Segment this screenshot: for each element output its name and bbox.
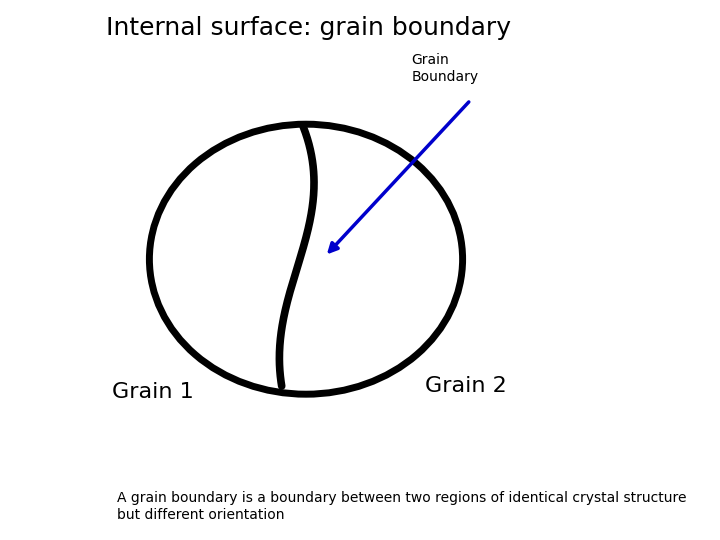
Polygon shape [150, 124, 314, 393]
Text: Internal surface: grain boundary: Internal surface: grain boundary [107, 16, 511, 40]
Text: A grain boundary is a boundary between two regions of identical crystal structur: A grain boundary is a boundary between t… [117, 491, 686, 522]
Text: Grain 2: Grain 2 [425, 376, 507, 396]
Polygon shape [279, 124, 462, 394]
Text: Grain
Boundary: Grain Boundary [411, 53, 478, 84]
Text: Grain 1: Grain 1 [112, 381, 194, 402]
